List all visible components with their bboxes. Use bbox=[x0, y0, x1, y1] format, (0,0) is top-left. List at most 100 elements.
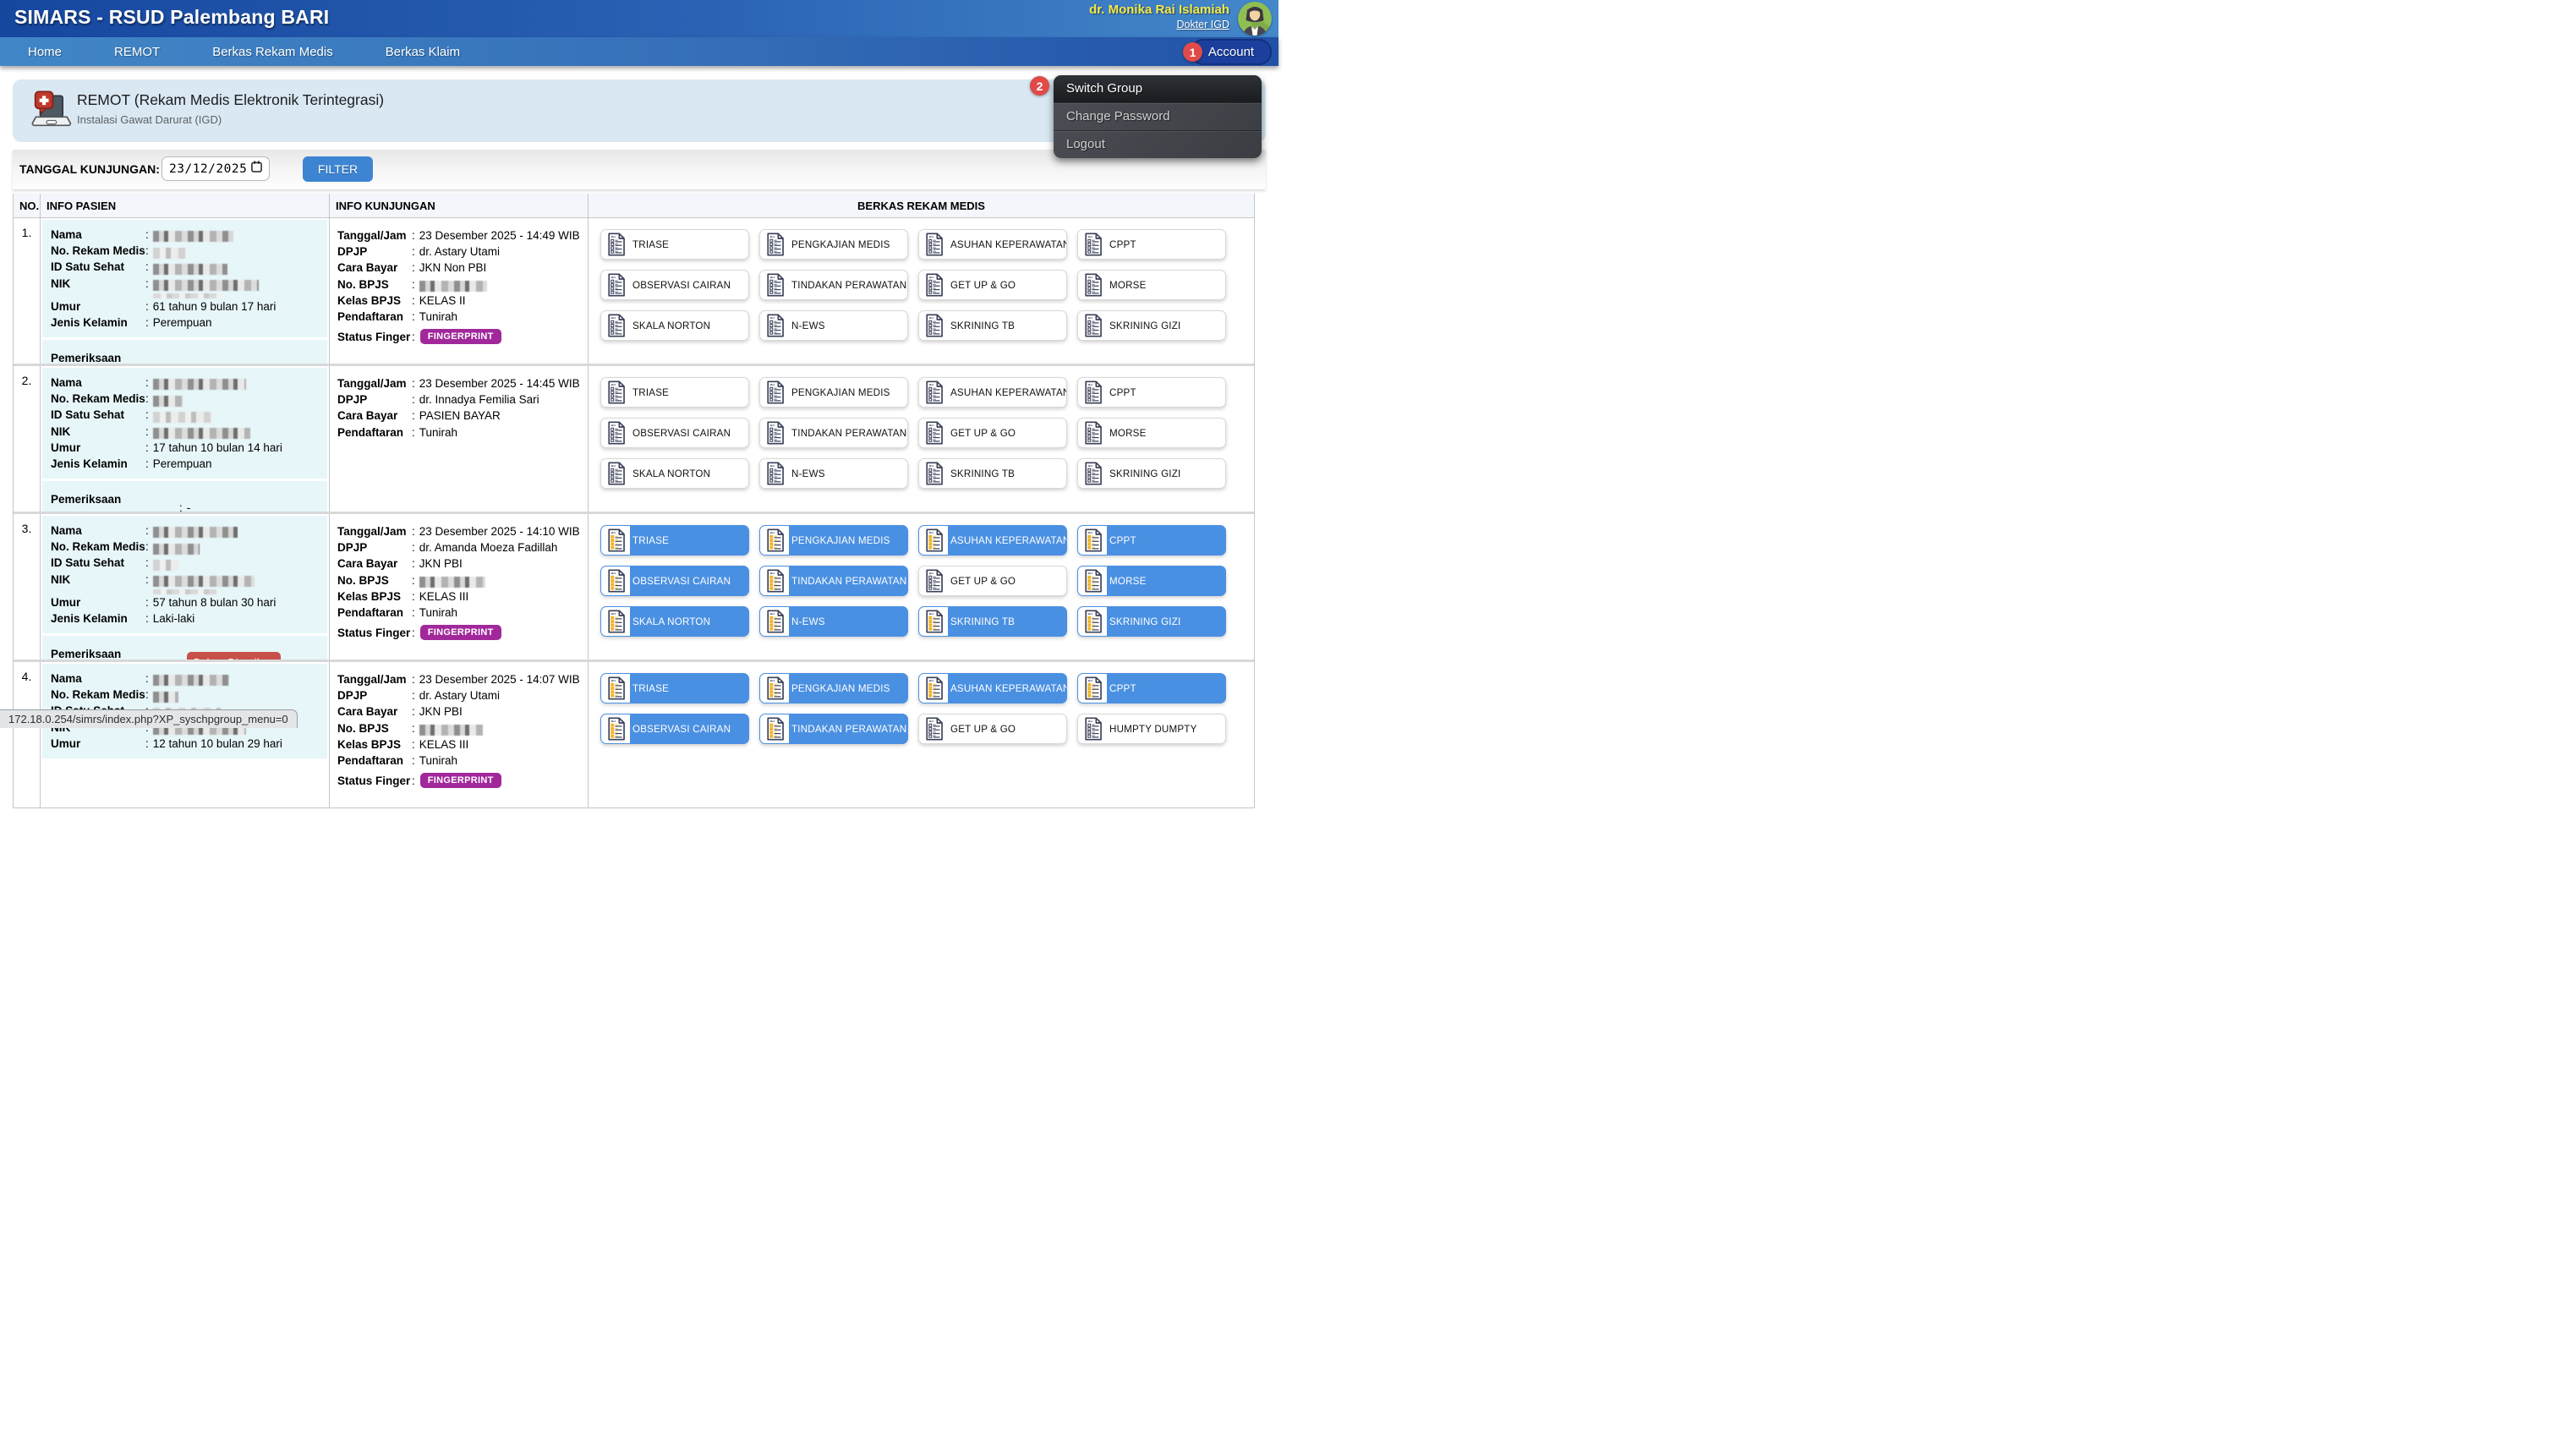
berkas-button-tindakan-perawatan[interactable]: TINDAKAN PERAWATAN bbox=[759, 270, 908, 300]
berkas-button-triase[interactable]: TRIASE bbox=[600, 525, 749, 556]
berkas-button-observasi-cairan[interactable]: OBSERVASI CAIRAN bbox=[600, 418, 749, 448]
field-colon: : bbox=[412, 408, 415, 424]
visit-info-cell: Tanggal/Jam:23 Desember 2025 - 14:10 WIB… bbox=[330, 514, 589, 660]
user-role-link[interactable]: Dokter IGD bbox=[1089, 19, 1229, 32]
berkas-button-skala-norton[interactable]: SKALA NORTON bbox=[600, 606, 749, 637]
berkas-button-cppt[interactable]: CPPT bbox=[1077, 673, 1226, 703]
account-button[interactable]: Account bbox=[1191, 39, 1272, 65]
field-label: Pendaftaran bbox=[337, 605, 412, 621]
document-checklist-icon bbox=[601, 230, 630, 259]
field-value: dr. Amanda Moeza Fadillah bbox=[419, 539, 558, 556]
field-label: Jenis Kelamin bbox=[51, 315, 145, 331]
field-pendaftaran: Pendaftaran:Tunirah bbox=[337, 309, 580, 325]
berkas-button-pengkajian-medis[interactable]: PENGKAJIAN MEDIS bbox=[759, 525, 908, 556]
field-colon: : bbox=[412, 523, 415, 539]
berkas-button-skrining-gizi[interactable]: SKRINING GIZI bbox=[1077, 458, 1226, 489]
col-no: NO. bbox=[14, 194, 41, 217]
berkas-button-humpty-dumpty[interactable]: HUMPTY DUMPTY bbox=[1077, 714, 1226, 744]
berkas-button-triase[interactable]: TRIASE bbox=[600, 673, 749, 703]
redacted-value bbox=[153, 243, 187, 259]
berkas-button-morse[interactable]: MORSE bbox=[1077, 270, 1226, 300]
patient-row-2: 2.Nama:No. Rekam Medis:ID Satu Sehat:NIK… bbox=[14, 364, 1254, 512]
berkas-button-tindakan-perawatan[interactable]: TINDAKAN PERAWATAN bbox=[759, 714, 908, 744]
berkas-button-skala-norton[interactable]: SKALA NORTON bbox=[600, 458, 749, 489]
berkas-button-skrining-gizi[interactable]: SKRINING GIZI bbox=[1077, 310, 1226, 341]
berkas-button-tindakan-perawatan[interactable]: TINDAKAN PERAWATAN bbox=[759, 418, 908, 448]
berkas-button-label: ASUHAN KEPERAWATAN bbox=[948, 239, 1067, 250]
berkas-button-cppt[interactable]: CPPT bbox=[1077, 377, 1226, 408]
berkas-button-triase[interactable]: TRIASE bbox=[600, 377, 749, 408]
field-value: KELAS II bbox=[419, 293, 466, 309]
field-pendaftaran: Pendaftaran:Tunirah bbox=[337, 753, 580, 769]
menu-item-switch-group[interactable]: Switch Group bbox=[1054, 75, 1262, 102]
berkas-button-morse[interactable]: MORSE bbox=[1077, 566, 1226, 596]
field-pemeriksaan-laboratorium: Pemeriksaan Laboratorium:- bbox=[51, 491, 319, 512]
berkas-button-label: TINDAKAN PERAWATAN bbox=[789, 428, 906, 439]
field-value: Laki-laki bbox=[153, 610, 195, 627]
nav-item-home[interactable]: Home bbox=[28, 45, 62, 59]
berkas-button-asuhan-keperawatan[interactable]: ASUHAN KEPERAWATAN bbox=[918, 525, 1067, 556]
field-colon: : bbox=[145, 456, 149, 472]
berkas-button-get-up-go[interactable]: GET UP & GO bbox=[918, 418, 1067, 448]
field-colon: : bbox=[412, 720, 415, 736]
berkas-button-get-up-go[interactable]: GET UP & GO bbox=[918, 566, 1067, 596]
berkas-button-label: ASUHAN KEPERAWATAN bbox=[948, 683, 1067, 694]
field-colon: : bbox=[145, 594, 149, 610]
field-value: Tunirah bbox=[419, 753, 457, 769]
field-id-satu-sehat: ID Satu Sehat: bbox=[51, 259, 319, 275]
nav-item-berkas-klaim[interactable]: Berkas Klaim bbox=[386, 45, 460, 59]
berkas-button-skrining-tb[interactable]: SKRINING TB bbox=[918, 310, 1067, 341]
berkas-button-n-ews[interactable]: N-EWS bbox=[759, 606, 908, 637]
berkas-button-label: SKALA NORTON bbox=[630, 616, 710, 627]
berkas-button-get-up-go[interactable]: GET UP & GO bbox=[918, 270, 1067, 300]
field-value: Tunirah bbox=[419, 424, 457, 441]
berkas-button-skala-norton[interactable]: SKALA NORTON bbox=[600, 310, 749, 341]
menu-item-logout[interactable]: Logout bbox=[1054, 130, 1262, 158]
document-checklist-icon bbox=[601, 607, 630, 636]
calendar-icon[interactable] bbox=[251, 161, 262, 177]
berkas-button-asuhan-keperawatan[interactable]: ASUHAN KEPERAWATAN bbox=[918, 673, 1067, 703]
berkas-button-n-ews[interactable]: N-EWS bbox=[759, 458, 908, 489]
field-label: ID Satu Sehat bbox=[51, 555, 145, 571]
berkas-button-skrining-gizi[interactable]: SKRINING GIZI bbox=[1077, 606, 1226, 637]
nav-item-remot[interactable]: REMOT bbox=[114, 45, 160, 59]
col-berkas-rekam-medis: BERKAS REKAM MEDIS bbox=[589, 194, 1254, 217]
field-umur: Umur:57 tahun 8 bulan 30 hari bbox=[51, 594, 319, 610]
menu-item-change-password[interactable]: Change Password bbox=[1054, 102, 1262, 130]
berkas-button-get-up-go[interactable]: GET UP & GO bbox=[918, 714, 1067, 744]
document-checklist-icon bbox=[1078, 607, 1107, 636]
berkas-button-triase[interactable]: TRIASE bbox=[600, 229, 749, 260]
field-dpjp: DPJP:dr. Innadya Femilia Sari bbox=[337, 391, 580, 408]
berkas-button-label: N-EWS bbox=[789, 468, 825, 479]
berkas-button-asuhan-keperawatan[interactable]: ASUHAN KEPERAWATAN bbox=[918, 377, 1067, 408]
field-pemeriksaan-laboratorium: Pemeriksaan Laboratorium:Belum Diperiksa bbox=[51, 646, 319, 660]
remot-laptop-icon bbox=[30, 90, 72, 134]
berkas-button-pengkajian-medis[interactable]: PENGKAJIAN MEDIS bbox=[759, 229, 908, 260]
field-jenis-kelamin: Jenis Kelamin:Perempuan bbox=[51, 315, 319, 331]
filter-button[interactable]: FILTER bbox=[303, 156, 373, 182]
field-no-rekam-medis: No. Rekam Medis: bbox=[51, 539, 319, 555]
visit-date-input[interactable]: 23/12/2025 bbox=[162, 156, 270, 181]
berkas-button-pengkajian-medis[interactable]: PENGKAJIAN MEDIS bbox=[759, 377, 908, 408]
berkas-button-tindakan-perawatan[interactable]: TINDAKAN PERAWATAN bbox=[759, 566, 908, 596]
nav-item-berkas-rekam-medis[interactable]: Berkas Rekam Medis bbox=[212, 45, 333, 59]
field-colon: : bbox=[412, 627, 415, 639]
field-label: Umur bbox=[51, 594, 145, 610]
field-colon: : bbox=[412, 753, 415, 769]
berkas-button-observasi-cairan[interactable]: OBSERVASI CAIRAN bbox=[600, 714, 749, 744]
user-avatar[interactable] bbox=[1238, 2, 1272, 36]
berkas-button-n-ews[interactable]: N-EWS bbox=[759, 310, 908, 341]
berkas-button-observasi-cairan[interactable]: OBSERVASI CAIRAN bbox=[600, 566, 749, 596]
berkas-button-cppt[interactable]: CPPT bbox=[1077, 229, 1226, 260]
berkas-button-cppt[interactable]: CPPT bbox=[1077, 525, 1226, 556]
berkas-button-pengkajian-medis[interactable]: PENGKAJIAN MEDIS bbox=[759, 673, 908, 703]
field-colon: : bbox=[145, 424, 149, 440]
field-no-bpjs: No. BPJS: bbox=[337, 572, 580, 588]
berkas-button-skrining-tb[interactable]: SKRINING TB bbox=[918, 458, 1067, 489]
berkas-button-skrining-tb[interactable]: SKRINING TB bbox=[918, 606, 1067, 637]
berkas-button-morse[interactable]: MORSE bbox=[1077, 418, 1226, 448]
berkas-button-asuhan-keperawatan[interactable]: ASUHAN KEPERAWATAN bbox=[918, 229, 1067, 260]
patient-info-cell: Nama:No. Rekam Medis:ID Satu Sehat:NIK:U… bbox=[41, 662, 330, 807]
berkas-button-observasi-cairan[interactable]: OBSERVASI CAIRAN bbox=[600, 270, 749, 300]
berkas-button-label: OBSERVASI CAIRAN bbox=[630, 280, 731, 291]
